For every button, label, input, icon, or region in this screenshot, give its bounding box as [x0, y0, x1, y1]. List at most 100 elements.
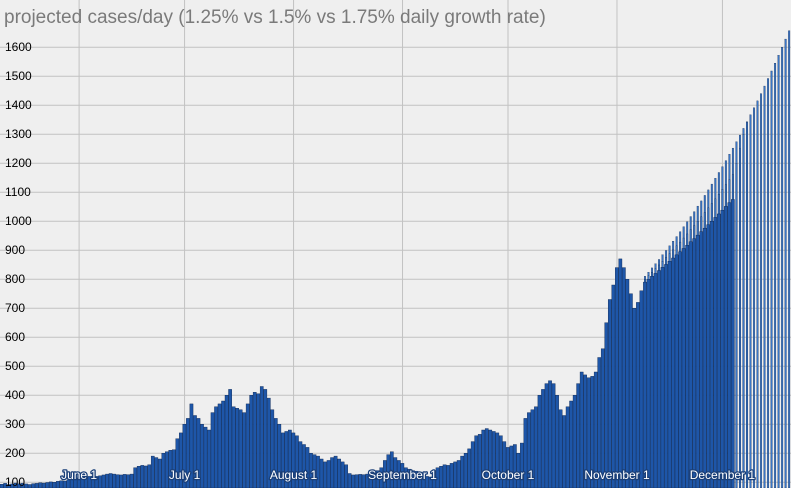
bar-actual [41, 482, 46, 488]
bar-actual [446, 465, 450, 488]
bar-actual [344, 464, 348, 488]
bar-actual [122, 474, 127, 488]
bar-actual [98, 475, 102, 488]
bar-actual [101, 474, 106, 488]
bar-actual [231, 406, 236, 488]
x-tick-label-halo: October 1 [482, 468, 535, 482]
y-tick-label: 1200 [5, 156, 32, 170]
bar-projection [667, 261, 672, 488]
bar-actual [622, 267, 626, 488]
y-tick-label: 900 [5, 243, 25, 257]
x-tick-label: August 1 [270, 468, 318, 482]
y-tick-label: 1500 [5, 69, 32, 83]
bar-actual [73, 478, 78, 488]
bar-actual [284, 431, 289, 488]
bar-projection [784, 38, 787, 488]
bar-actual [513, 444, 517, 488]
y-tick-label: 100 [5, 475, 25, 488]
bar-projection [767, 78, 770, 488]
bar-actual [351, 474, 355, 488]
bar-actual [263, 389, 268, 488]
bar-projection [760, 93, 762, 488]
bar-actual [340, 461, 345, 488]
bar-actual [537, 395, 542, 488]
bar-actual [432, 470, 436, 488]
bar-actual [221, 400, 225, 488]
bar-actual [161, 453, 166, 488]
bar-actual [470, 441, 475, 488]
bar-actual [31, 483, 36, 488]
bar-actual [390, 451, 394, 488]
bar-actual [618, 258, 623, 488]
bar-projection [646, 279, 651, 488]
bar-actual [210, 412, 215, 488]
bar-projection [781, 47, 784, 488]
bar-actual [460, 455, 464, 488]
bar-actual [516, 453, 521, 488]
bar-actual [467, 448, 471, 488]
bar-projection [777, 55, 780, 488]
x-tick-label: November 1 [584, 468, 650, 482]
bar-actual [207, 429, 211, 488]
bar-projection [739, 148, 741, 488]
bar-projection [756, 100, 759, 488]
bar-actual [200, 424, 204, 488]
bar-actual [509, 445, 514, 488]
bar-actual [632, 308, 637, 488]
bar-actual [555, 395, 559, 488]
bar-actual [259, 386, 264, 488]
bar-actual [302, 444, 306, 488]
bar-actual [63, 480, 67, 488]
bar-projection [695, 234, 700, 488]
bar-actual [347, 473, 352, 488]
bar-projection [674, 254, 679, 488]
bar-actual [375, 470, 380, 488]
bar-actual [77, 477, 81, 488]
bar-projection [713, 217, 718, 488]
bar-actual [203, 426, 208, 488]
bar-actual [611, 284, 616, 488]
x-tick-label-halo: July 1 [169, 468, 201, 482]
bar-actual [607, 299, 612, 488]
bar-actual [245, 403, 250, 488]
bar-projection [699, 231, 704, 488]
bar-actual [481, 429, 486, 488]
bar-actual [383, 460, 387, 488]
bar-projection [746, 122, 748, 488]
y-tick-label: 1300 [5, 127, 32, 141]
bar-actual [182, 424, 187, 488]
bar-actual [544, 383, 549, 488]
bar-projection [724, 206, 728, 488]
bar-actual [119, 474, 123, 488]
bar-actual [534, 406, 538, 488]
bar-actual [527, 412, 531, 488]
bar-actual [214, 406, 218, 488]
chart-title: projected cases/day (1.25% vs 1.5% vs 1.… [4, 7, 546, 28]
bar-actual [34, 483, 39, 488]
bar-actual [491, 431, 496, 488]
y-tick-label: 600 [5, 330, 25, 344]
bar-actual [629, 293, 633, 488]
bar-actual [309, 453, 313, 488]
x-tick-label: December 1 [690, 468, 756, 482]
bar-actual [590, 376, 595, 488]
x-tick-label: July 1 [169, 468, 201, 482]
bar-actual [112, 473, 116, 488]
bar-actual [108, 473, 113, 488]
bar-actual [52, 482, 57, 488]
bar-actual [361, 474, 366, 488]
bar-actual [625, 279, 630, 488]
y-tick-label: 800 [5, 272, 25, 286]
y-tick-label: 500 [5, 359, 25, 373]
bar-actual [45, 482, 50, 488]
bar-actual [397, 460, 401, 488]
bar-actual [404, 467, 408, 488]
bar-actual [453, 461, 457, 488]
bar-projection [706, 224, 711, 488]
bar-actual [323, 461, 327, 488]
bar-actual [411, 470, 415, 488]
bar-actual [379, 467, 384, 488]
bar-actual [242, 412, 246, 488]
bar-series [0, 30, 791, 488]
bar-projection [702, 227, 707, 488]
